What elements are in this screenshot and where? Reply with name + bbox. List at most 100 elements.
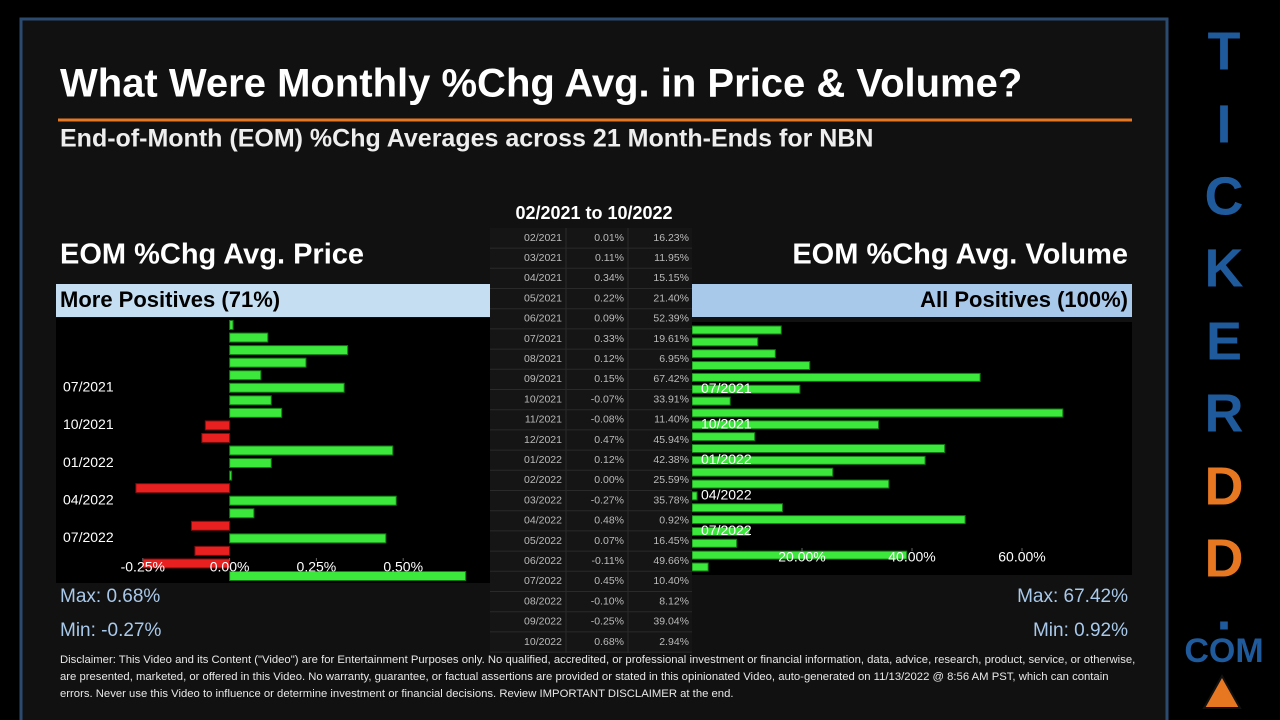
table-cell: 04/2022 xyxy=(524,515,562,527)
table-cell: 0.01% xyxy=(594,232,624,244)
table-cell: 49.66% xyxy=(653,555,689,567)
table-cell: 0.68% xyxy=(594,636,624,648)
y-tick-label: 07/2021 xyxy=(701,380,752,396)
panel-banner xyxy=(56,284,490,317)
table-cell: 11.40% xyxy=(654,414,689,426)
x-tick-label: 60.00% xyxy=(998,549,1045,565)
table-cell: 0.15% xyxy=(594,373,624,385)
bar xyxy=(691,562,709,572)
table-cell: 8.12% xyxy=(659,595,689,607)
bar xyxy=(229,357,307,368)
table-cell: 0.12% xyxy=(594,454,624,466)
brand-letter: T xyxy=(1208,21,1241,81)
table-cell: 05/2022 xyxy=(524,535,562,547)
table-cell: 03/2021 xyxy=(524,252,562,264)
panel-title: EOM %Chg Avg. Volume xyxy=(792,239,1128,271)
table-cell: 02/2021 xyxy=(524,232,562,244)
table-cell: 11.95% xyxy=(654,252,689,264)
table-cell: 03/2022 xyxy=(524,494,562,506)
brand-letter: E xyxy=(1206,311,1242,371)
table-cell: 10.40% xyxy=(653,575,689,587)
table-cell: 0.47% xyxy=(594,434,624,446)
bar xyxy=(229,395,272,406)
brand-letter: R xyxy=(1205,383,1244,443)
table-cell: 39.04% xyxy=(653,616,689,628)
table-cell: 05/2021 xyxy=(524,292,562,304)
table-cell: 07/2021 xyxy=(524,333,562,345)
table-cell: -0.11% xyxy=(592,555,625,567)
brand-icon xyxy=(1202,673,1242,709)
table-cell: 0.48% xyxy=(594,515,624,527)
bar xyxy=(204,420,231,431)
bar xyxy=(229,508,255,519)
table-cell: 0.07% xyxy=(594,535,624,547)
table-cell: -0.07% xyxy=(591,393,624,405)
bar xyxy=(229,533,387,544)
table-cell: 33.91% xyxy=(653,393,689,405)
table-cell: 6.95% xyxy=(659,353,689,365)
bar xyxy=(142,558,231,569)
table-cell: 2.94% xyxy=(659,636,689,648)
table-cell: 06/2022 xyxy=(524,555,562,567)
table-cell: 0.45% xyxy=(594,575,624,587)
brand-letter: D xyxy=(1205,528,1244,588)
table-cell: 0.00% xyxy=(594,474,624,486)
y-tick-label: 01/2022 xyxy=(701,451,752,467)
table-cell: 02/2022 xyxy=(524,474,562,486)
max-label: Max: 67.42% xyxy=(1017,586,1128,607)
table-cell: 09/2022 xyxy=(524,616,562,628)
y-tick-label: 07/2022 xyxy=(63,529,114,545)
table-cell: 10/2022 xyxy=(524,636,562,648)
panel-banner xyxy=(692,284,1132,317)
bar xyxy=(229,445,394,456)
bar xyxy=(229,470,233,481)
table-cell: 52.39% xyxy=(653,313,689,325)
bar xyxy=(194,545,231,556)
table-cell: 09/2021 xyxy=(524,373,562,385)
y-tick-label: 04/2022 xyxy=(701,487,752,503)
bar xyxy=(691,396,731,406)
bar xyxy=(190,520,231,531)
table-cell: 12/2021 xyxy=(524,434,562,446)
brand-letter: COM xyxy=(1184,632,1263,670)
y-tick-label: 10/2021 xyxy=(701,416,752,432)
x-tick-label: 40.00% xyxy=(888,549,935,565)
table-cell: 08/2022 xyxy=(524,595,562,607)
bar xyxy=(229,370,262,381)
bar xyxy=(691,349,776,359)
table-cell: -0.10% xyxy=(591,595,624,607)
table-cell: 42.38% xyxy=(653,454,689,466)
y-tick-label: 10/2021 xyxy=(63,416,114,432)
bar xyxy=(229,345,349,356)
bar xyxy=(691,467,834,477)
panel-subtitle: All Positives (100%) xyxy=(920,287,1128,312)
bar xyxy=(229,382,345,393)
bar xyxy=(229,320,234,330)
bar xyxy=(691,361,811,371)
x-tick-label: 20.00% xyxy=(778,549,825,565)
table-cell: 35.78% xyxy=(653,494,689,506)
table-title: 02/2021 to 10/2022 xyxy=(515,203,672,223)
title: What Were Monthly %Chg Avg. in Price & V… xyxy=(60,62,1022,106)
table-cell: 01/2022 xyxy=(524,454,562,466)
x-tick-label: -0.25% xyxy=(121,559,165,575)
table-cell: 06/2021 xyxy=(524,313,562,325)
table-cell: 0.34% xyxy=(594,272,624,284)
x-tick-label: 0.50% xyxy=(383,559,423,575)
table-cell: -0.08% xyxy=(591,414,624,426)
bar xyxy=(229,571,467,581)
table-cell: 16.45% xyxy=(653,535,689,547)
table-cell: 45.94% xyxy=(653,434,689,446)
table-cell: 10/2021 xyxy=(524,393,562,405)
table-bg xyxy=(490,228,692,653)
table-cell: 15.15% xyxy=(653,272,689,284)
table-cell: 0.12% xyxy=(594,353,624,365)
bar xyxy=(691,538,738,548)
panel-title: EOM %Chg Avg. Price xyxy=(60,239,364,271)
bar xyxy=(691,432,756,442)
bar xyxy=(691,503,783,513)
table-cell: 0.92% xyxy=(659,515,689,527)
table-cell: 07/2022 xyxy=(524,575,562,587)
